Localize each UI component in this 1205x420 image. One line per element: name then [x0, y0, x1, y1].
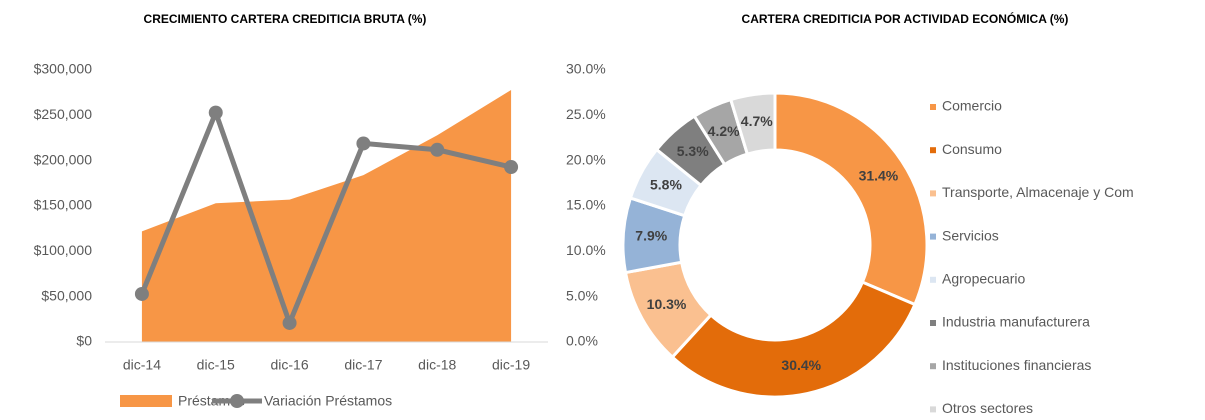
- legend-label: Transporte, Almacenaje y Com: [942, 184, 1134, 200]
- area: [141, 89, 512, 342]
- donut-slice: [773, 91, 929, 307]
- data-label: 4.2%: [708, 123, 740, 139]
- data-label: 30.4%: [781, 357, 821, 373]
- x-tick-label: dic-19: [492, 357, 530, 373]
- x-tick-label: dic-14: [123, 357, 161, 373]
- legend-label: Comercio: [942, 98, 1002, 114]
- data-label: 4.7%: [741, 113, 773, 129]
- legend-label: Otros sectores: [942, 400, 1033, 416]
- legend-swatch: [930, 363, 936, 370]
- y2-tick-label: 10.0%: [566, 242, 606, 258]
- x-tick-label: dic-15: [197, 357, 235, 373]
- donut-slice: [728, 91, 777, 156]
- legend-label: Variación Préstamos: [264, 393, 392, 409]
- legend-swatch: [230, 394, 244, 408]
- legend-swatch: [930, 320, 936, 326]
- data-label: 7.9%: [635, 228, 667, 244]
- legend-swatch: [930, 233, 936, 240]
- x-tick-label: dic-17: [344, 357, 382, 373]
- x-tick-label: dic-18: [418, 357, 456, 373]
- y2-tick-label: 0.0%: [566, 333, 598, 349]
- x-tick-label: dic-16: [271, 357, 309, 373]
- line-marker: [504, 160, 519, 175]
- y-tick-label: $200,000: [34, 151, 93, 167]
- y-tick-label: $150,000: [34, 197, 93, 213]
- data-label: 31.4%: [859, 167, 899, 183]
- line-marker: [282, 315, 297, 330]
- y-tick-label: $100,000: [34, 242, 93, 258]
- legend-label: Consumo: [942, 141, 1002, 157]
- chart-title: CRECIMIENTO CARTERA CREDITICIA BRUTA (%): [144, 12, 427, 26]
- line: [139, 105, 512, 330]
- legend-swatch: [120, 395, 172, 407]
- legend-label: Servicios: [942, 227, 999, 243]
- data-label: 10.3%: [647, 296, 687, 312]
- legend-label: Préstamos: [178, 393, 245, 409]
- legend-label: Industria manufacturera: [942, 314, 1090, 330]
- legend-swatch: [930, 190, 936, 197]
- legend-swatch: [930, 147, 936, 154]
- y-tick-label: $50,000: [41, 287, 92, 303]
- data-label: 5.8%: [650, 177, 682, 193]
- y2-tick-label: 5.0%: [566, 287, 598, 303]
- line-marker: [134, 286, 149, 301]
- legend-label: Agropecuario: [942, 271, 1025, 287]
- donut-slice: [670, 280, 917, 399]
- y2-tick-label: 20.0%: [566, 151, 606, 167]
- legend-label: Instituciones financieras: [942, 357, 1091, 373]
- y2-tick-label: 30.0%: [566, 61, 606, 77]
- data-label: 5.3%: [677, 143, 709, 159]
- legend-swatch: [930, 276, 936, 283]
- y2-tick-label: 15.0%: [566, 197, 606, 213]
- y2-tick-label: 25.0%: [566, 106, 606, 122]
- line-marker: [356, 136, 371, 151]
- legend-swatch: [930, 406, 936, 413]
- legend-swatch: [930, 104, 936, 110]
- line-marker: [208, 105, 223, 120]
- chart-title: CARTERA CREDITICIA POR ACTIVIDAD ECONÓMI…: [742, 11, 1069, 26]
- y-tick-label: $0: [76, 333, 92, 349]
- y-tick-label: $250,000: [34, 106, 93, 122]
- line-marker: [430, 142, 445, 157]
- y-tick-label: $300,000: [34, 61, 93, 77]
